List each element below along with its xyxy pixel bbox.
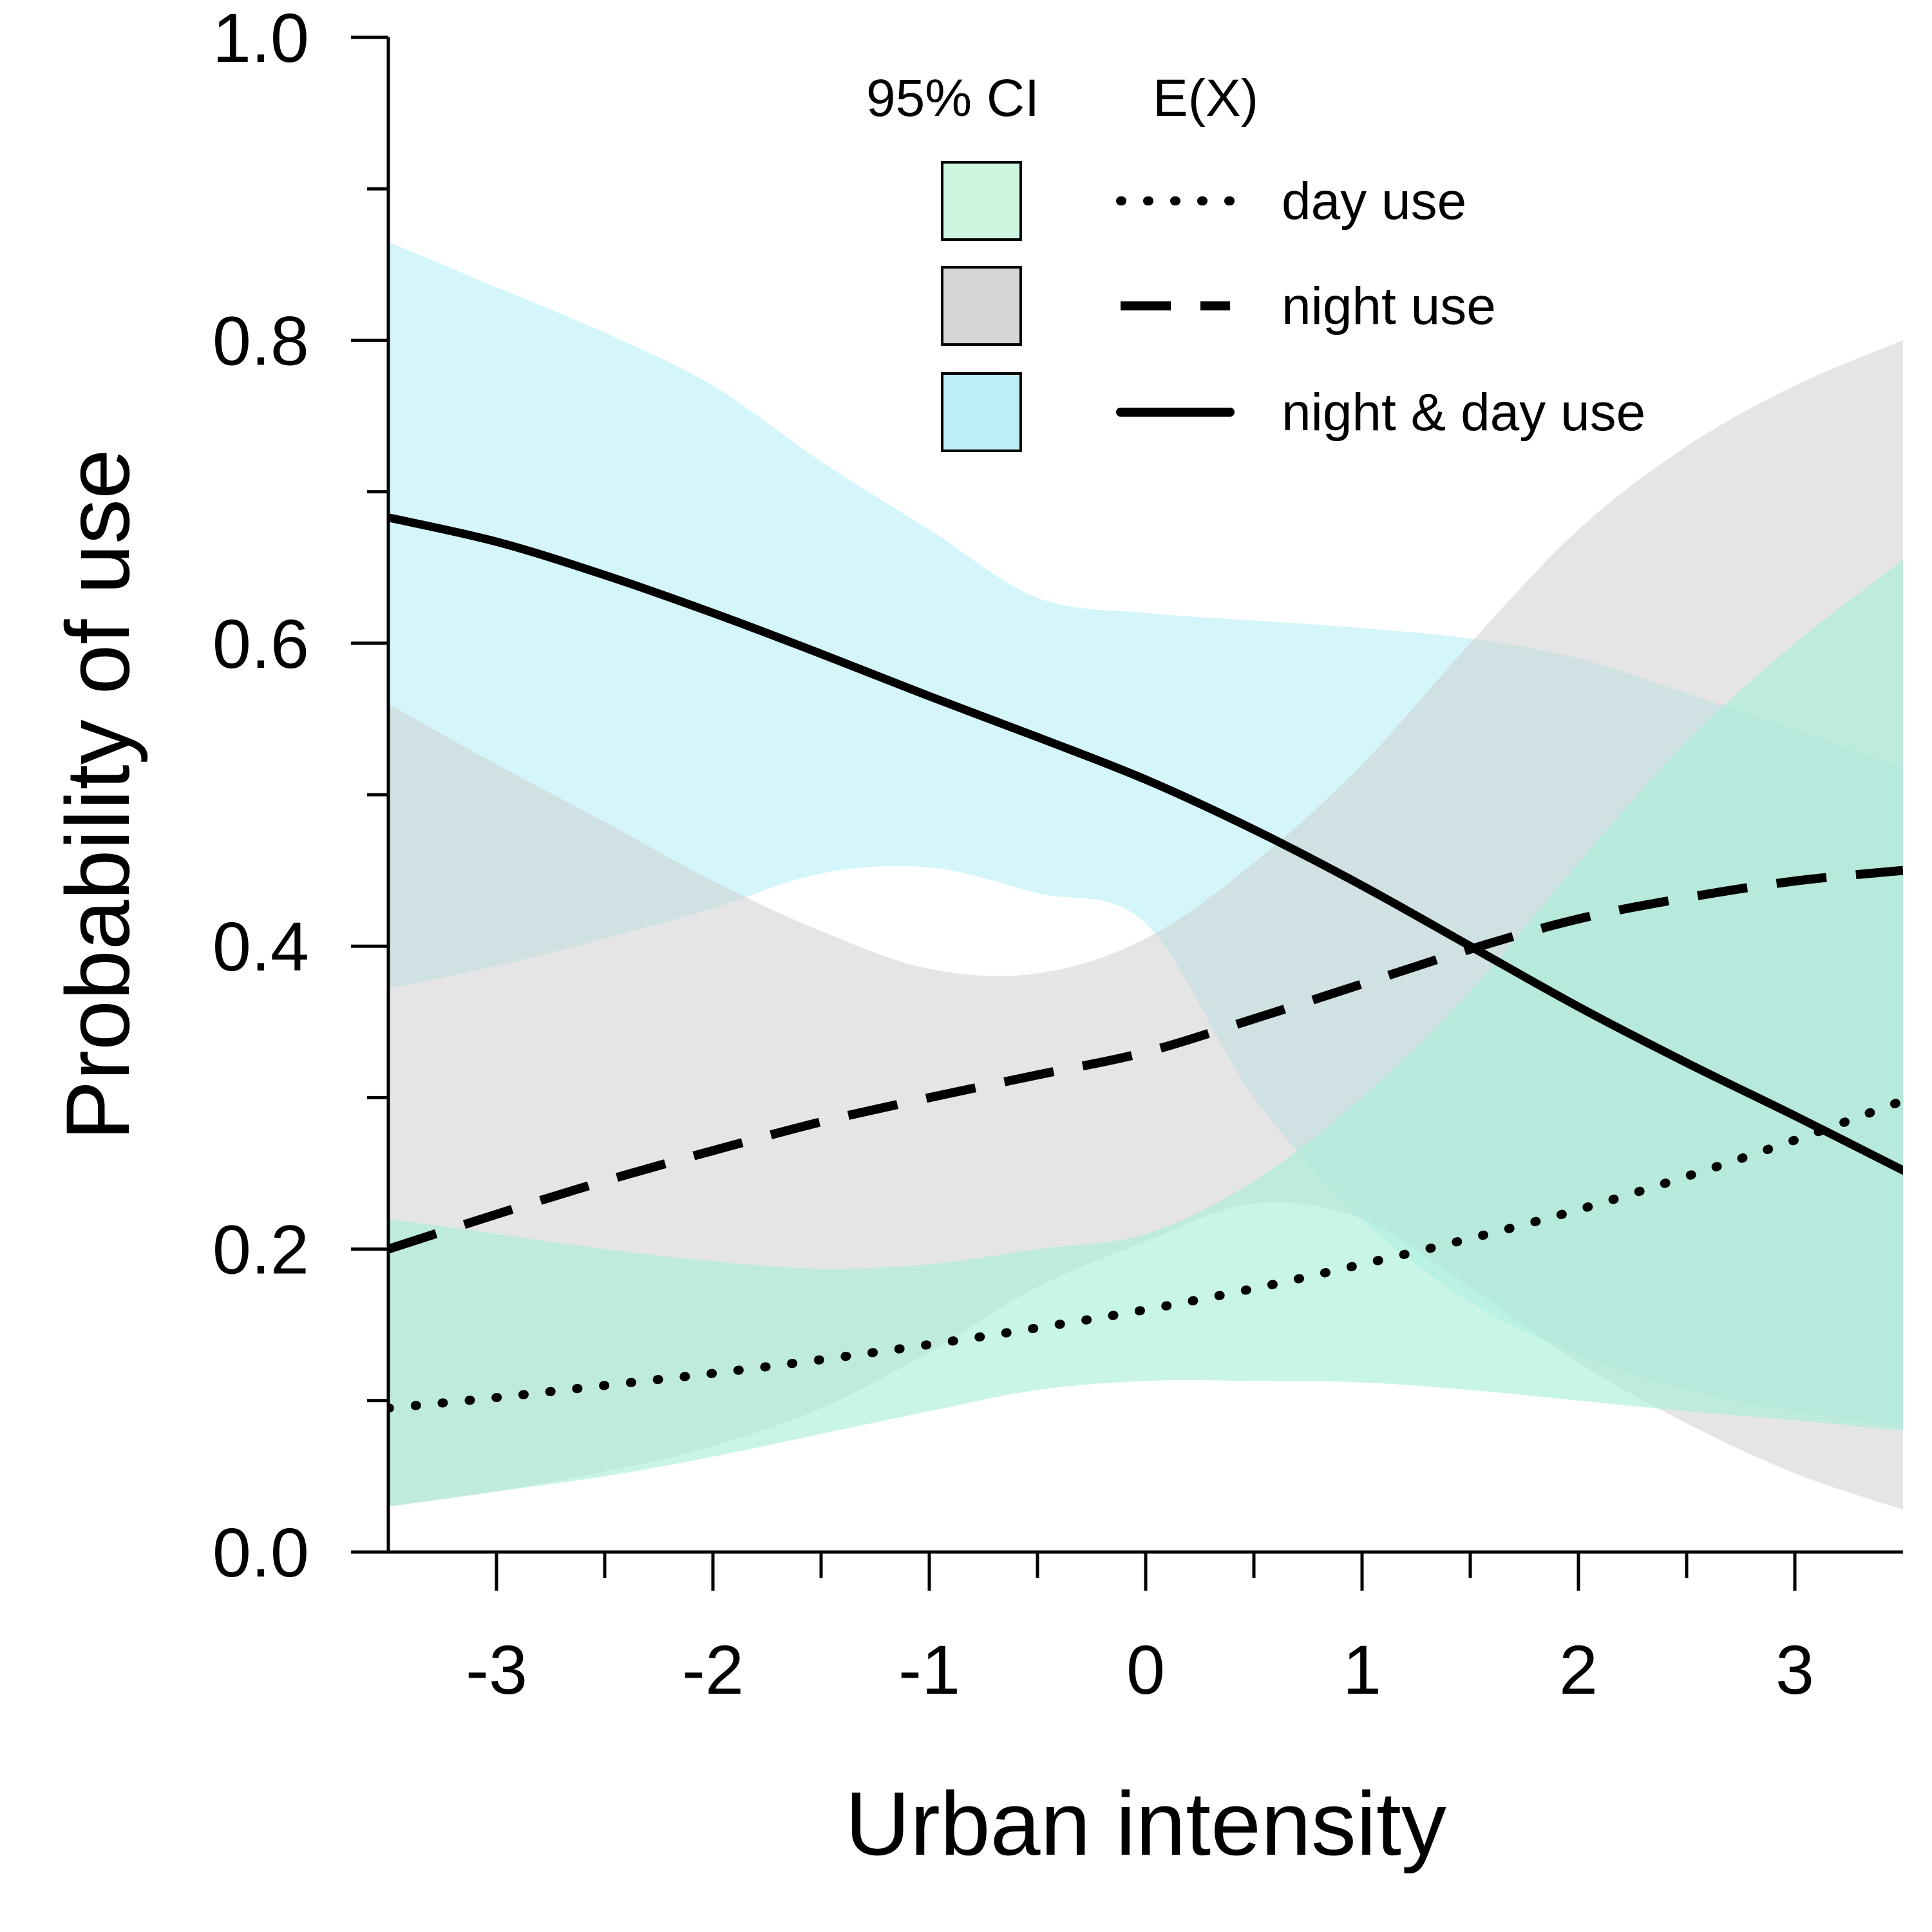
x-tick-label: 2 — [1559, 1631, 1598, 1709]
ci-bands — [388, 242, 1903, 1510]
x-axis-title: Urban intensity — [845, 1773, 1446, 1874]
legend-label: night use — [1282, 277, 1496, 336]
y-tick-label: 0.4 — [213, 907, 309, 985]
x-tick-label: -1 — [898, 1631, 960, 1709]
y-tick-label: 0.8 — [213, 301, 309, 379]
legend: 95% CI E(X) day use night use night & day … — [866, 69, 1645, 452]
legend-swatch — [941, 266, 1022, 346]
line-night-use — [388, 866, 1903, 1254]
x-tick-label: -3 — [466, 1631, 527, 1709]
legend-swatch — [941, 372, 1022, 452]
legend-swatch — [941, 161, 1022, 241]
x-tick-label: 1 — [1343, 1631, 1381, 1709]
legend-label: night & day use — [1282, 383, 1645, 442]
x-axis: -3 -2 -1 0 1 2 3 Urban intensity — [351, 1550, 1903, 1874]
y-axis-title: Probability of use — [47, 449, 148, 1141]
legend-ci-header: 95% CI — [866, 69, 1039, 128]
y-tick-label: 0.0 — [213, 1513, 309, 1591]
legend-line-header: E(X) — [1153, 69, 1258, 128]
y-tick-label: 1.0 — [213, 0, 309, 77]
y-tick-label: 0.6 — [213, 605, 309, 683]
y-axis: 0.0 0.2 0.4 0.6 0.8 1.0 Probability of use — [47, 0, 390, 1591]
x-tick-label: 3 — [1776, 1631, 1814, 1709]
x-tick-label: -2 — [682, 1631, 744, 1709]
legend-label: day use — [1282, 172, 1466, 231]
x-tick-label: 0 — [1126, 1631, 1165, 1709]
ci-band-day-use — [388, 560, 1903, 1507]
line-night-and-day-use — [388, 513, 1903, 1175]
y-tick-label: 0.2 — [213, 1211, 309, 1289]
series-lines — [388, 513, 1903, 1413]
